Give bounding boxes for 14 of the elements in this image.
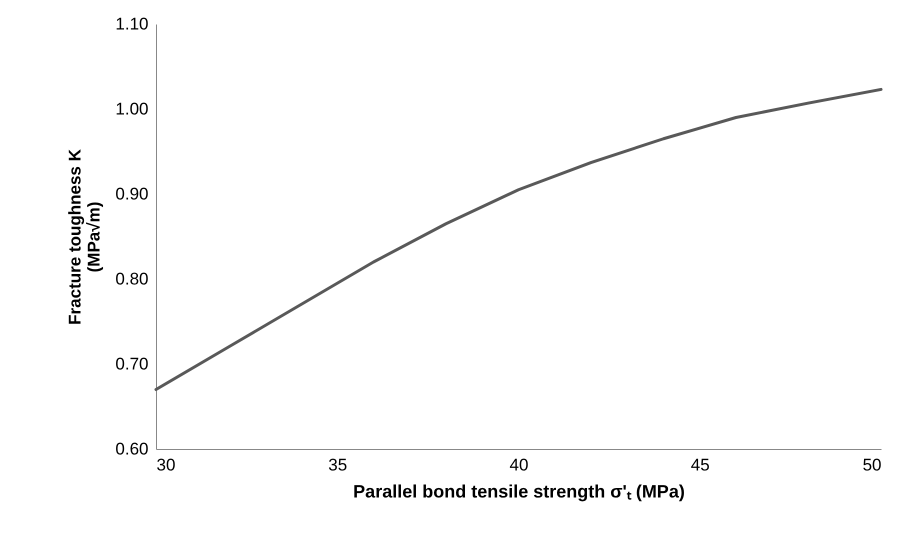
line-series [154,88,882,391]
x-tick-label: 50 [862,456,882,474]
x-tick-label: 45 [690,456,710,474]
x-tick-label: 35 [328,456,348,474]
y-tick-label: 0.60 [115,440,148,458]
x-tick-label: 40 [510,456,528,474]
y-tick-label: 0.70 [115,354,148,374]
y-axis-title: Fracture toughness K (MPa√m) [65,148,104,325]
y-tick-label: 1.10 [115,14,148,34]
y-tick-label: 0.80 [115,270,148,288]
x-tick-label: 30 [156,456,176,474]
x-axis-title: Parallel bond tensile strength σ'ₜ (MPa) [353,482,685,502]
y-tick-label: 0.90 [115,184,148,204]
y-tick-label: 1.00 [115,100,148,118]
